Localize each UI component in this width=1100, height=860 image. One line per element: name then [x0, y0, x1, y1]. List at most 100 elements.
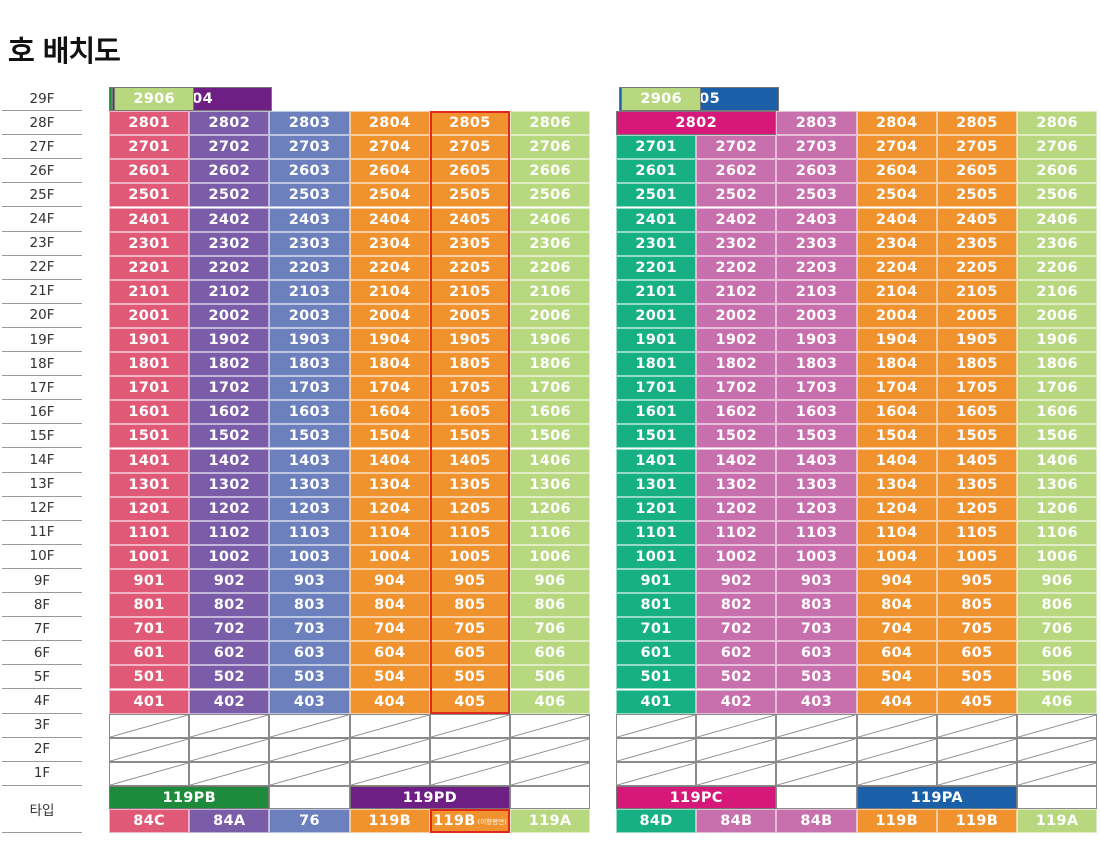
unit-cell: 1506 [510, 424, 591, 449]
unit-cell: 2302 [189, 231, 270, 256]
unit-label: 1102 [208, 524, 251, 541]
unit-label: 703 [293, 621, 326, 638]
unit-cell: 1401 [616, 448, 697, 473]
unit-label: 2405 [956, 211, 998, 228]
empty-floor-cell [616, 761, 697, 786]
unit-cell: 2501 [109, 183, 190, 208]
unit-label: 902 [213, 573, 245, 590]
floor-label: 1F [2, 762, 82, 786]
empty-floor-cell [1017, 713, 1098, 738]
unit-cell: 2806 [1017, 111, 1098, 136]
unit-cell: 2305 [429, 231, 510, 256]
unit-cell: 2301 [109, 231, 190, 256]
unit-cell: 801 [109, 593, 190, 618]
unit-label: 2101 [635, 283, 677, 300]
unit-cell: 1302 [189, 472, 270, 497]
hatch-line [110, 738, 189, 761]
type-group-label: 119PA [856, 786, 1017, 809]
unit-cell: 1203 [269, 496, 350, 521]
unit-cell: 1001 [616, 544, 697, 569]
hatch-line [937, 762, 1016, 785]
unit-label: 2501 [635, 187, 677, 204]
unit-cell: 1705 [936, 376, 1017, 401]
unit-cell: 1906 [1017, 328, 1098, 353]
unit-cell: 501 [109, 665, 190, 690]
unit-cell: 601 [109, 641, 190, 666]
empty-floor-cell [349, 761, 430, 786]
unit-type-label: 84B [696, 809, 777, 833]
unit-cell: 2804 [349, 111, 430, 136]
unit-label: 2605 [449, 163, 491, 180]
empty-floor-cell [696, 713, 777, 738]
unit-label: 1604 [875, 404, 918, 421]
unit-label: 2404 [368, 211, 411, 228]
empty-floor-cell [856, 713, 937, 738]
unit-cell: 2003 [269, 303, 350, 328]
unit-label: 2005 [449, 307, 491, 324]
unit-cell: 804 [349, 593, 430, 618]
unit-cell: 2001 [109, 303, 190, 328]
unit-cell: 1103 [776, 520, 857, 545]
unit-cell: 2804 [856, 111, 937, 136]
empty-floor-cell [109, 737, 190, 762]
unit-type-label: 119B [936, 809, 1017, 833]
unit-cell: 1401 [109, 448, 190, 473]
hatch-line [617, 762, 696, 785]
unit-label: 2102 [208, 283, 251, 300]
floor-label: 4F [2, 690, 82, 714]
unit-cell: 2604 [856, 159, 937, 184]
unit-cell: 903 [269, 569, 350, 594]
hatch-line [511, 738, 590, 761]
unit-label: 1905 [956, 332, 998, 349]
unit-cell: 1902 [189, 328, 270, 353]
unit-cell: 1302 [696, 472, 777, 497]
unit-label: 2805 [956, 115, 998, 132]
penthouse-unit: 2906 [621, 87, 702, 112]
unit-label: 2505 [449, 187, 491, 204]
unit-cell: 1305 [429, 472, 510, 497]
unit-cell: 1102 [189, 520, 270, 545]
unit-cell: 2401 [109, 207, 190, 232]
hatch-line [110, 762, 189, 785]
unit-cell: 606 [510, 641, 591, 666]
unit-cell: 1904 [349, 328, 430, 353]
unit-cell: 1606 [510, 400, 591, 425]
unit-label: 2702 [715, 139, 758, 156]
unit-cell: 2101 [109, 279, 190, 304]
unit-label: 1801 [635, 356, 677, 373]
unit-cell: 1905 [429, 328, 510, 353]
unit-cell: 1301 [616, 472, 697, 497]
unit-label: 119B [368, 813, 411, 829]
unit-cell: 1702 [189, 376, 270, 401]
unit-label: 2206 [529, 259, 571, 276]
empty-floor-cell [349, 713, 430, 738]
unit-cell: 2005 [936, 303, 1017, 328]
unit-cell: 703 [269, 617, 350, 642]
hatch-line [857, 762, 936, 785]
unit-label: 119B [955, 813, 999, 829]
unit-cell: 2406 [510, 207, 591, 232]
unit-label: 1703 [795, 380, 838, 397]
unit-cell: 1605 [429, 400, 510, 425]
unit-type-label: 84D [616, 809, 697, 833]
unit-label: 1006 [1036, 548, 1078, 565]
unit-label: 2603 [795, 163, 838, 180]
unit-label: 2502 [715, 187, 758, 204]
unit-label: 1506 [529, 428, 571, 445]
unit-cell: 1005 [429, 544, 510, 569]
unit-label: 2606 [529, 163, 571, 180]
unit-type-label: 119B (이형평면) [429, 809, 510, 833]
unit-label: 1704 [368, 380, 411, 397]
unit-label: 1206 [529, 500, 571, 517]
unit-cell: 2004 [856, 303, 937, 328]
unit-cell: 1504 [856, 424, 937, 449]
penthouse-unit: 2906 [114, 87, 195, 112]
unit-label: 405 [454, 693, 486, 710]
unit-label: 2304 [875, 235, 918, 252]
unit-label: 901 [133, 573, 165, 590]
unit-cell: 2505 [936, 183, 1017, 208]
unit-cell: 2706 [1017, 135, 1098, 160]
unit-label: 1104 [368, 524, 411, 541]
unit-label: 1406 [529, 452, 571, 469]
unit-cell: 1404 [349, 448, 430, 473]
